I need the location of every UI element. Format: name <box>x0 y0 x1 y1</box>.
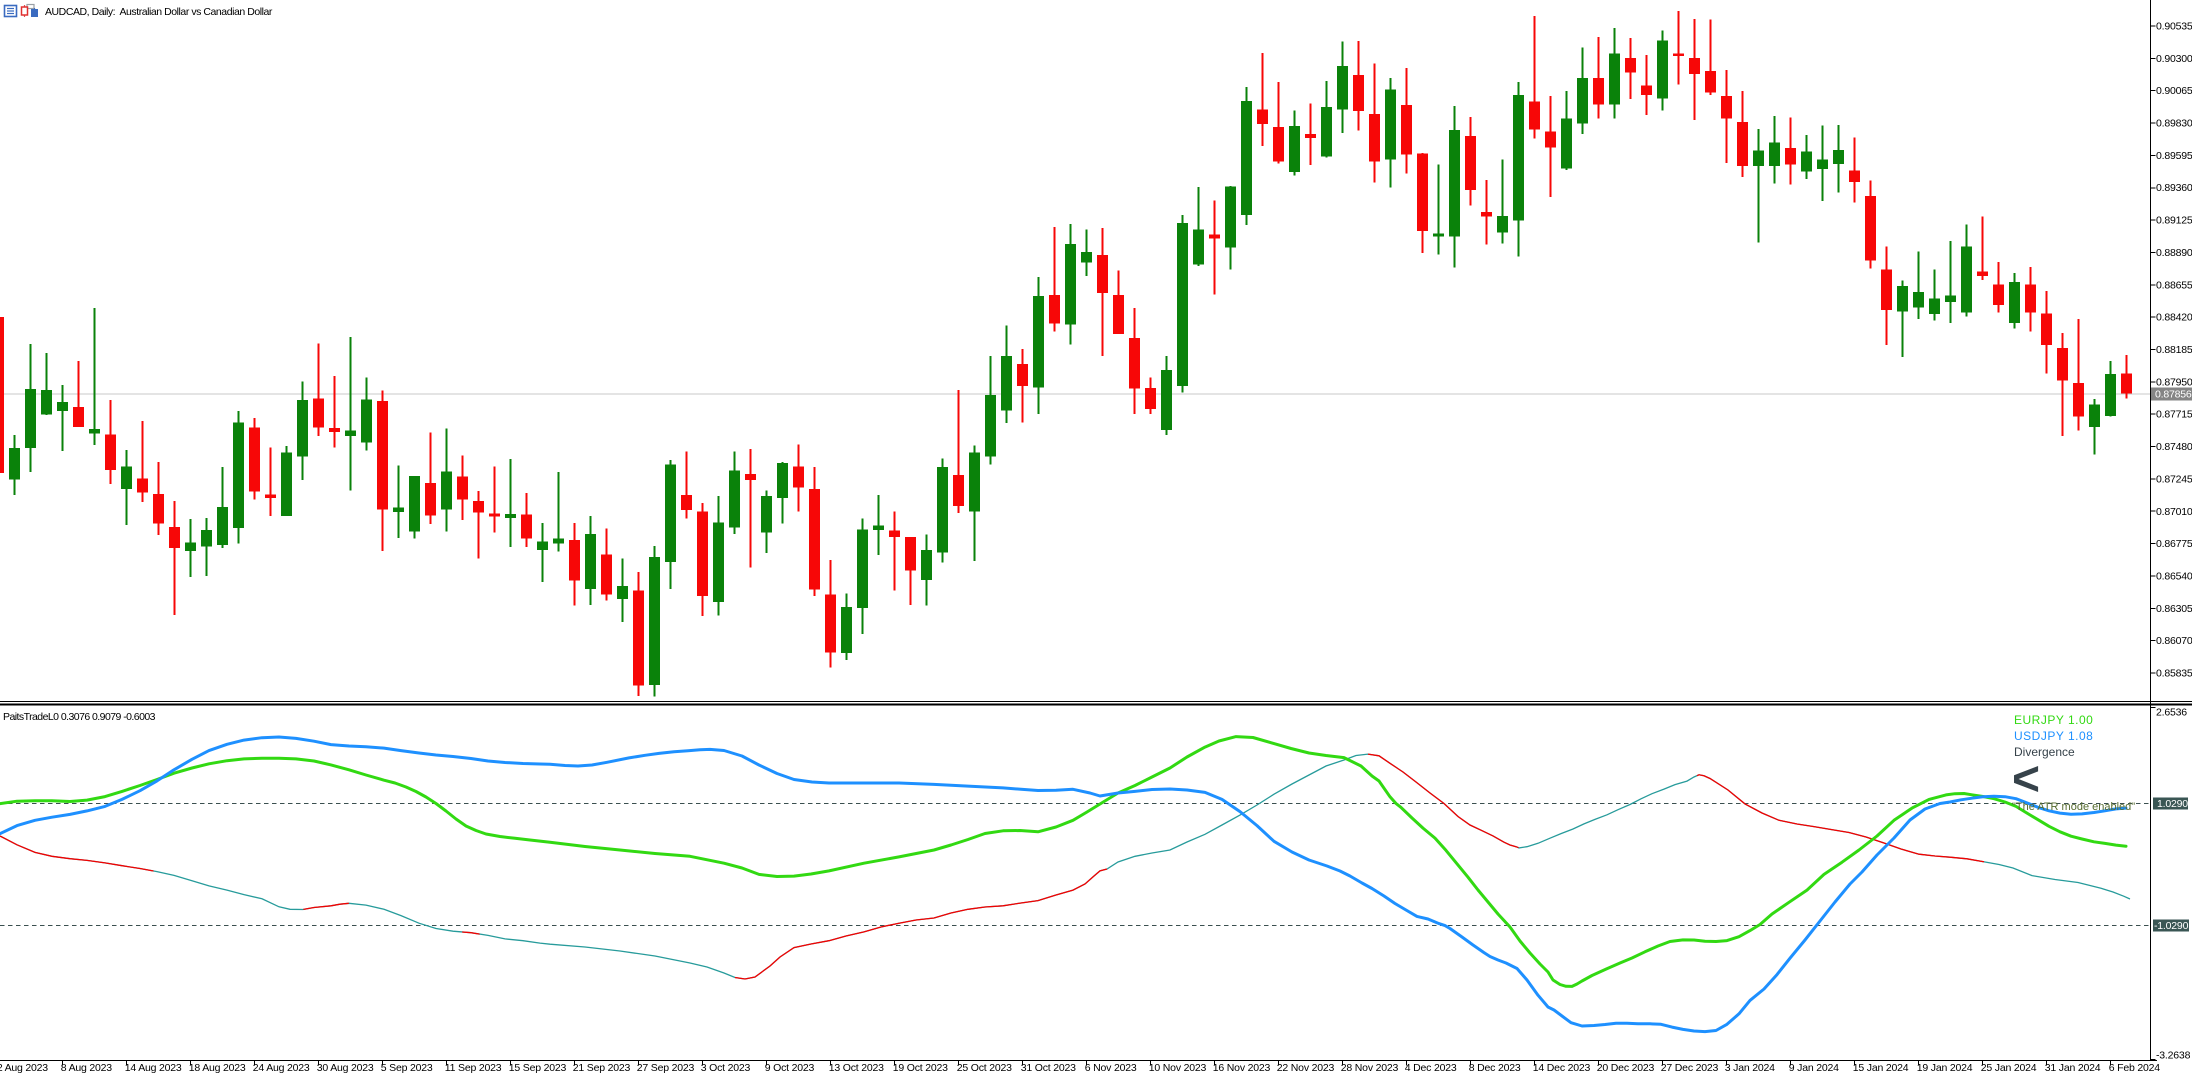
svg-text:14 Aug 2023: 14 Aug 2023 <box>125 1062 182 1074</box>
svg-text:"The ATR mode enabled": "The ATR mode enabled" <box>2012 801 2135 813</box>
svg-text:3 Jan 2024: 3 Jan 2024 <box>1725 1062 1775 1074</box>
svg-text:EURJPY 1.00: EURJPY 1.00 <box>2014 713 2093 727</box>
svg-text:0.88420: 0.88420 <box>2156 312 2192 324</box>
svg-text:4 Dec 2023: 4 Dec 2023 <box>1405 1062 1457 1074</box>
svg-text:-3.2638: -3.2638 <box>2156 1050 2191 1062</box>
svg-text:10 Nov 2023: 10 Nov 2023 <box>1149 1062 1207 1074</box>
svg-text:0.86775: 0.86775 <box>2156 538 2192 550</box>
svg-text:<: < <box>2012 753 2040 806</box>
svg-text:0.88890: 0.88890 <box>2156 247 2192 259</box>
svg-text:14 Dec 2023: 14 Dec 2023 <box>1533 1062 1591 1074</box>
svg-text:0.89595: 0.89595 <box>2156 150 2192 162</box>
svg-text:9 Oct 2023: 9 Oct 2023 <box>765 1062 815 1074</box>
svg-text:0.89830: 0.89830 <box>2156 118 2192 130</box>
svg-text:2.6536: 2.6536 <box>2156 707 2187 719</box>
svg-text:8 Aug 2023: 8 Aug 2023 <box>61 1062 112 1074</box>
svg-text:25 Jan 2024: 25 Jan 2024 <box>1981 1062 2037 1074</box>
svg-text:PaitsTradeL0 0.3076 0.9079 -0.: PaitsTradeL0 0.3076 0.9079 -0.6003 <box>3 711 156 723</box>
svg-text:31 Oct 2023: 31 Oct 2023 <box>1021 1062 1076 1074</box>
svg-text:0.89360: 0.89360 <box>2156 182 2192 194</box>
svg-text:16 Nov 2023: 16 Nov 2023 <box>1213 1062 1271 1074</box>
svg-text:27 Dec 2023: 27 Dec 2023 <box>1661 1062 1719 1074</box>
svg-text:19 Oct 2023: 19 Oct 2023 <box>893 1062 948 1074</box>
svg-text:21 Sep 2023: 21 Sep 2023 <box>573 1062 631 1074</box>
svg-text:0.87480: 0.87480 <box>2156 441 2192 453</box>
svg-text:0.89125: 0.89125 <box>2156 215 2192 227</box>
svg-text:24 Aug 2023: 24 Aug 2023 <box>253 1062 310 1074</box>
svg-text:30 Aug 2023: 30 Aug 2023 <box>317 1062 374 1074</box>
svg-text:6 Nov 2023: 6 Nov 2023 <box>1085 1062 1137 1074</box>
svg-text:0.87856: 0.87856 <box>2155 389 2192 401</box>
svg-text:0.90535: 0.90535 <box>2156 21 2192 33</box>
svg-text:0.85835: 0.85835 <box>2156 668 2192 680</box>
svg-text:AUDCAD, Daily: Australian Dol: AUDCAD, Daily: Australian Dollar vs Cana… <box>45 6 273 18</box>
svg-text:22 Nov 2023: 22 Nov 2023 <box>1277 1062 1335 1074</box>
svg-text:0.87245: 0.87245 <box>2156 473 2192 485</box>
svg-text:0.87950: 0.87950 <box>2156 376 2192 388</box>
svg-text:-1.0290: -1.0290 <box>2154 920 2189 932</box>
svg-text:0.86070: 0.86070 <box>2156 635 2192 647</box>
svg-text:19 Jan 2024: 19 Jan 2024 <box>1917 1062 1973 1074</box>
svg-text:11 Sep 2023: 11 Sep 2023 <box>445 1062 502 1074</box>
svg-text:27 Sep 2023: 27 Sep 2023 <box>637 1062 695 1074</box>
svg-text:15 Jan 2024: 15 Jan 2024 <box>1853 1062 1909 1074</box>
svg-text:USDJPY 1.08: USDJPY 1.08 <box>2014 729 2093 743</box>
svg-text:0.87010: 0.87010 <box>2156 506 2192 518</box>
svg-text:8 Dec 2023: 8 Dec 2023 <box>1469 1062 1521 1074</box>
svg-text:15 Sep 2023: 15 Sep 2023 <box>509 1062 567 1074</box>
svg-text:0.88655: 0.88655 <box>2156 279 2192 291</box>
svg-text:5 Sep 2023: 5 Sep 2023 <box>381 1062 433 1074</box>
svg-text:0.87715: 0.87715 <box>2156 409 2192 421</box>
svg-text:2 Aug 2023: 2 Aug 2023 <box>0 1062 48 1074</box>
svg-text:6 Feb 2024: 6 Feb 2024 <box>2109 1062 2160 1074</box>
svg-text:0.88185: 0.88185 <box>2156 344 2192 356</box>
svg-text:1.0290: 1.0290 <box>2157 798 2188 810</box>
svg-text:25 Oct 2023: 25 Oct 2023 <box>957 1062 1012 1074</box>
svg-text:0.86305: 0.86305 <box>2156 603 2192 615</box>
svg-text:31 Jan 2024: 31 Jan 2024 <box>2045 1062 2101 1074</box>
svg-text:13 Oct 2023: 13 Oct 2023 <box>829 1062 884 1074</box>
svg-text:0.86540: 0.86540 <box>2156 571 2192 583</box>
svg-text:0.90065: 0.90065 <box>2156 85 2192 97</box>
svg-text:3 Oct 2023: 3 Oct 2023 <box>701 1062 751 1074</box>
svg-text:20 Dec 2023: 20 Dec 2023 <box>1597 1062 1655 1074</box>
svg-text:Divergence: Divergence <box>2014 745 2075 759</box>
svg-text:18 Aug 2023: 18 Aug 2023 <box>189 1062 246 1074</box>
svg-text:0.90300: 0.90300 <box>2156 53 2192 65</box>
svg-text:28 Nov 2023: 28 Nov 2023 <box>1341 1062 1399 1074</box>
svg-text:9 Jan 2024: 9 Jan 2024 <box>1789 1062 1839 1074</box>
